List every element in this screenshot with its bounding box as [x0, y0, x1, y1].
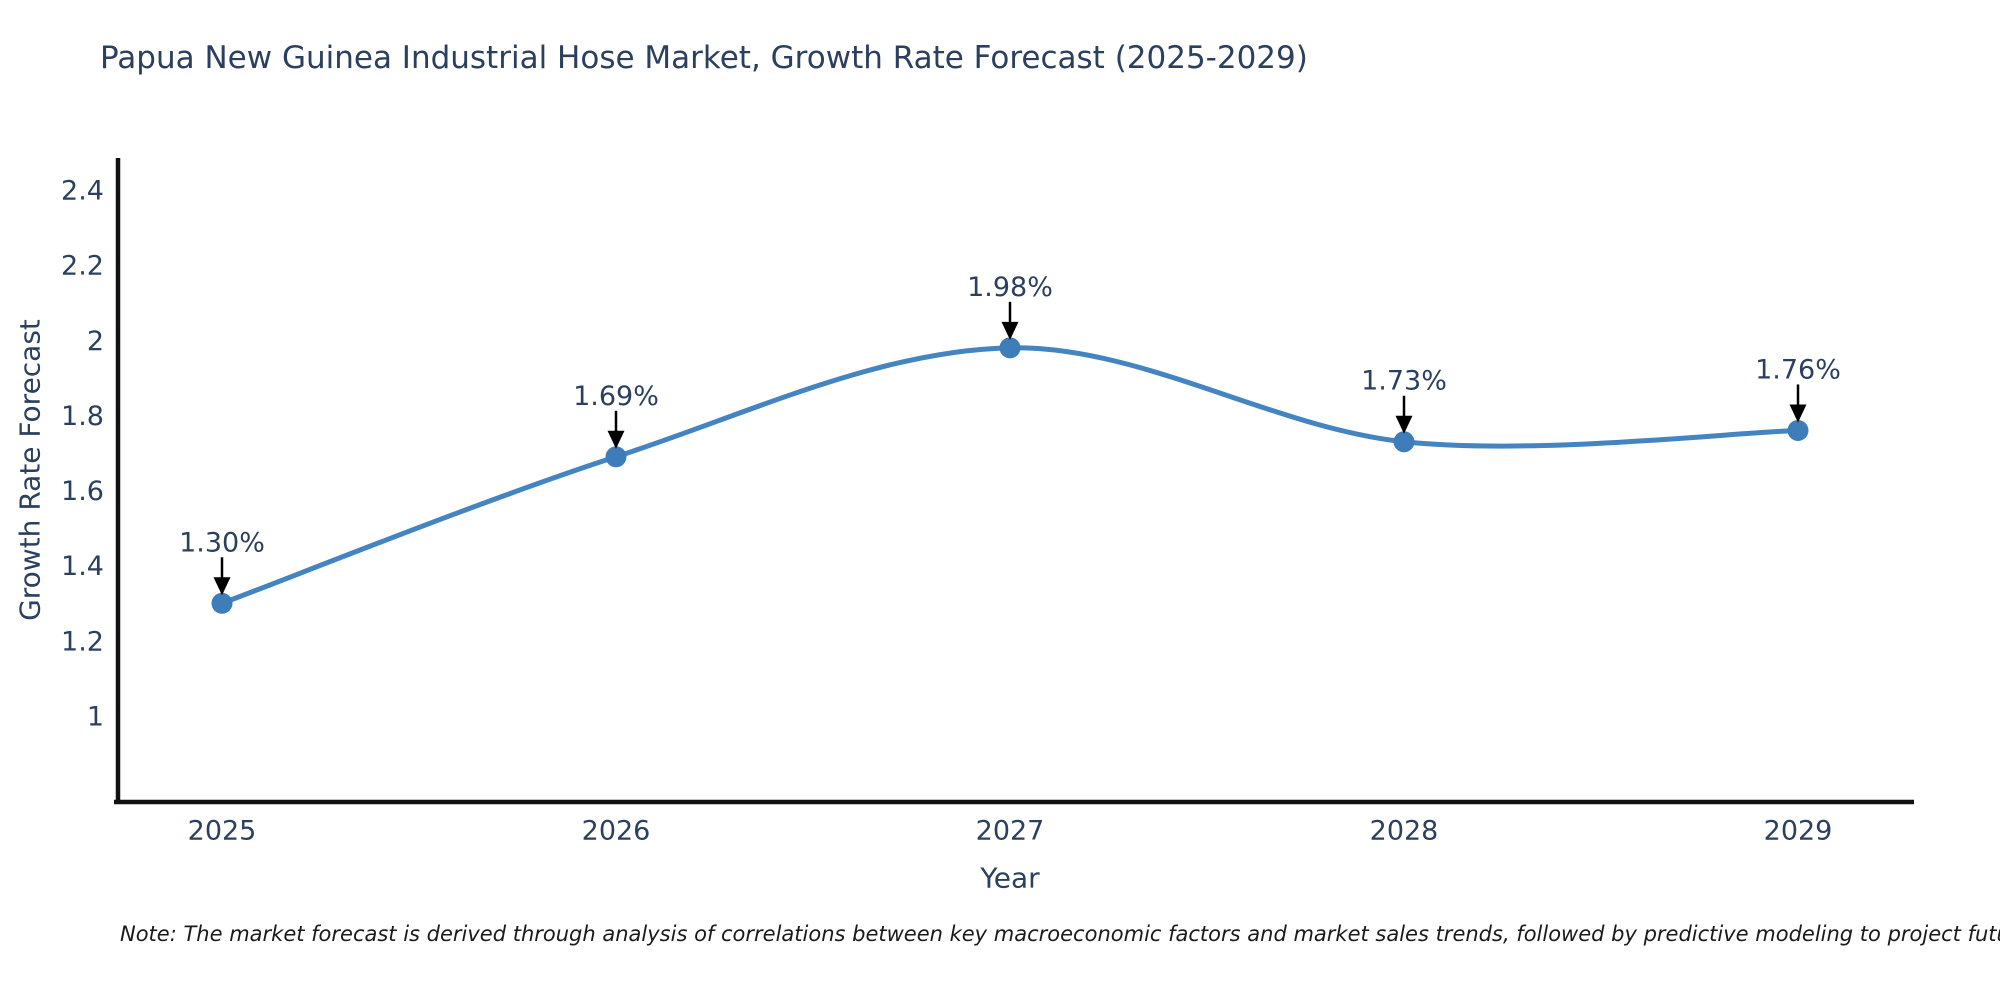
annotation-label: 1.73%	[1361, 366, 1447, 397]
x-tick-label: 2025	[188, 815, 257, 846]
x-tick-label: 2026	[582, 815, 651, 846]
x-tick-label: 2029	[1764, 815, 1833, 846]
x-tick-label: 2027	[976, 815, 1045, 846]
series-line	[219, 345, 1801, 606]
data-point-2025	[211, 592, 233, 614]
annotation-arrowhead	[1789, 404, 1807, 423]
y-tick-label: 2	[87, 326, 104, 357]
data-point-2029	[1787, 419, 1809, 441]
footnote: Note: The market forecast is derived thr…	[120, 922, 2000, 946]
data-point-2026	[605, 446, 627, 468]
y-tick-label: 2.4	[61, 175, 104, 206]
y-tick-label: 1.8	[61, 401, 104, 432]
annotation-arrowhead	[213, 577, 231, 596]
annotation-label: 1.76%	[1755, 354, 1841, 385]
annotation-label: 1.30%	[179, 527, 265, 558]
annotation-arrowhead	[607, 430, 625, 449]
y-tick-label: 1.6	[61, 476, 104, 507]
x-tick-label: 2028	[1370, 815, 1439, 846]
data-point-2027	[999, 337, 1021, 359]
data-point-2028	[1393, 431, 1415, 453]
chart-title: Papua New Guinea Industrial Hose Market,…	[100, 40, 1308, 76]
annotation-arrowhead	[1001, 321, 1019, 340]
annotation-label: 1.69%	[573, 381, 659, 412]
annotation-label: 1.98%	[967, 272, 1053, 303]
y-tick-label: 1	[87, 701, 104, 732]
x-axis-title: Year	[980, 861, 1040, 895]
y-tick-label: 1.4	[61, 551, 104, 582]
y-tick-label: 1.2	[61, 626, 104, 657]
annotation-arrowhead	[1395, 415, 1413, 434]
y-tick-label: 2.2	[61, 251, 104, 282]
